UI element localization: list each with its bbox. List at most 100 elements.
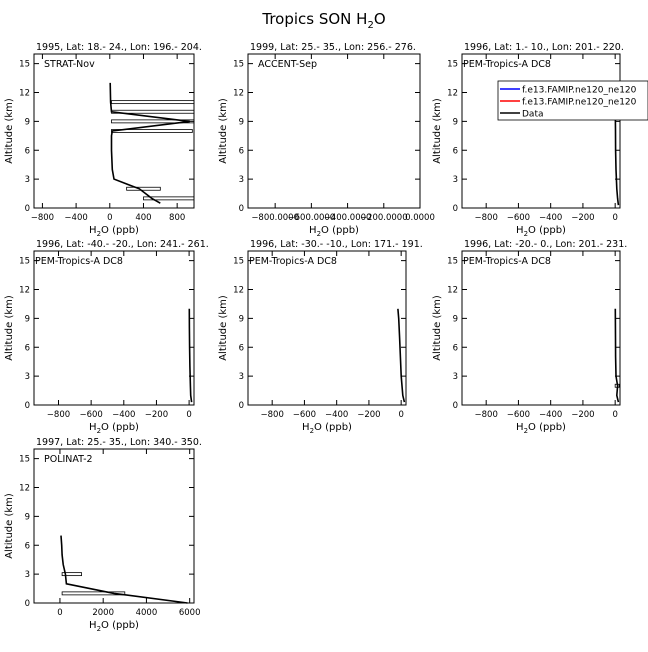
panel-header: 1996, Lat: -40.- -20., Lon: 241.- 261. [36,239,209,250]
y-tick-label: 0 [239,204,244,214]
x-tick-label: 0 [612,410,617,420]
x-tick-label: −800 [475,213,498,223]
data-range-box [126,186,161,191]
y-tick-label: 12 [19,286,30,296]
y-axis-label: Altitude (km) [218,295,229,361]
x-axis-label: H2O (ppb) [89,422,139,435]
panel-frame [247,53,421,209]
y-tick-label: 9 [239,314,244,324]
x-axis-label: H2O (ppb) [89,620,139,633]
campaign-label: ACCENT-Sep [258,59,317,70]
legend-label: f.e13.FAMIP.ne120_ne120 [522,98,637,108]
figure-title: Tropics SON H2O [261,10,385,31]
x-tick-label: −600 [293,410,316,420]
y-tick-label: 12 [233,286,244,296]
x-tick-label: −200 [145,410,168,420]
x-tick-label: −400 [539,410,562,420]
y-tick-label: 0 [453,401,458,411]
panel-frame [33,53,195,209]
x-tick-label: 2000 [92,608,114,618]
x-tick-label: −600 [79,410,102,420]
x-tick-label: 0 [186,410,191,420]
y-tick-label: 12 [447,89,458,99]
panel-header: 1996, Lat: 1.- 10., Lon: 201.- 220. [464,42,624,53]
legend-label: f.e13.FAMIP.ne120_ne120 [522,86,637,96]
y-tick-label: 6 [25,146,30,156]
x-tick-label: −600 [507,410,530,420]
panel-header: 1996, Lat: -20.- 0., Lon: 201.- 231. [464,239,627,250]
y-tick-label: 15 [233,60,244,70]
legend: f.e13.FAMIP.ne120_ne120 f.e13.FAMIP.ne120… [497,80,648,121]
x-tick-label: −400 [64,213,87,223]
y-tick-label: 3 [25,175,30,185]
x-tick-label: −600.0000 [288,213,336,223]
data-range-box [61,572,82,577]
panel-frame [461,250,621,406]
data-series-line [614,111,620,206]
y-axis-label: Altitude (km) [4,295,15,361]
y-tick-label: 3 [453,372,458,382]
y-tick-label: 6 [239,146,244,156]
x-tick-label: 800 [169,213,185,223]
x-tick-label: −600 [507,213,530,223]
campaign-label: STRAT-Nov [44,59,95,70]
campaign-label: POLINAT-2 [44,454,93,465]
y-tick-label: 15 [19,257,30,267]
y-tick-label: 15 [19,455,30,465]
panel-4: 1996, Lat: -40.- -20., Lon: 241.- 261. PE… [4,239,209,435]
y-tick-label: 6 [453,146,458,156]
panel-6: 1996, Lat: -20.- 0., Lon: 201.- 231. PEM-… [432,239,627,435]
data-range-box [61,591,126,596]
y-tick-label: 15 [19,60,30,70]
y-tick-label: 9 [453,117,458,127]
y-tick-label: 9 [25,512,30,522]
y-tick-label: 0 [25,401,30,411]
panel-frame [247,250,407,406]
y-tick-label: 9 [239,117,244,127]
campaign-label: PEM-Tropics-A DC8 [463,256,551,267]
data-series-line [188,308,193,403]
x-tick-label: −400 [325,410,348,420]
x-tick-label: 6000 [179,608,201,618]
y-tick-label: 3 [239,372,244,382]
campaign-label: PEM-Tropics-A DC8 [463,59,551,70]
x-tick-label: 0 [107,213,112,223]
y-tick-label: 3 [239,175,244,185]
y-tick-label: 9 [453,314,458,324]
panel-1: 1995, Lat: 18.- 24., Lon: 196.- 204. STRA… [4,42,202,238]
x-tick-label: 0.0000 [405,213,435,223]
y-tick-label: 12 [19,484,30,494]
y-tick-label: 6 [453,343,458,353]
y-axis-label: Altitude (km) [432,295,443,361]
x-tick-label: 0 [612,213,617,223]
x-tick-label: 400 [135,213,151,223]
y-axis-label: Altitude (km) [432,98,443,164]
y-axis-label: Altitude (km) [4,493,15,559]
x-tick-label: −800.0000 [251,213,299,223]
y-tick-label: 15 [447,257,458,267]
x-tick-label: −400 [539,213,562,223]
x-tick-label: −800 [31,213,54,223]
data-range-box [111,100,195,105]
x-tick-label: −400 [112,410,135,420]
y-tick-label: 0 [239,401,244,411]
data-series-line [614,308,620,403]
panel-7: 1997, Lat: 25.- 35., Lon: 340.- 350. POLI… [4,437,202,633]
x-tick-label: −200.0000 [360,213,408,223]
x-tick-label: −200 [357,410,380,420]
x-axis-label: H2O (ppb) [309,225,359,238]
y-tick-label: 0 [25,599,30,609]
campaign-label: PEM-Tropics-A DC8 [249,256,337,267]
panel-3: 1996, Lat: 1.- 10., Lon: 201.- 220. PEM-T… [432,42,648,238]
legend-box [497,80,648,121]
x-tick-label: −800 [475,410,498,420]
data-series-line [397,308,406,403]
data-series-line [60,535,188,604]
y-tick-label: 12 [447,286,458,296]
panel-frame [461,53,621,209]
y-tick-label: 0 [25,204,30,214]
x-tick-label: 0 [398,410,403,420]
y-tick-label: 3 [25,372,30,382]
